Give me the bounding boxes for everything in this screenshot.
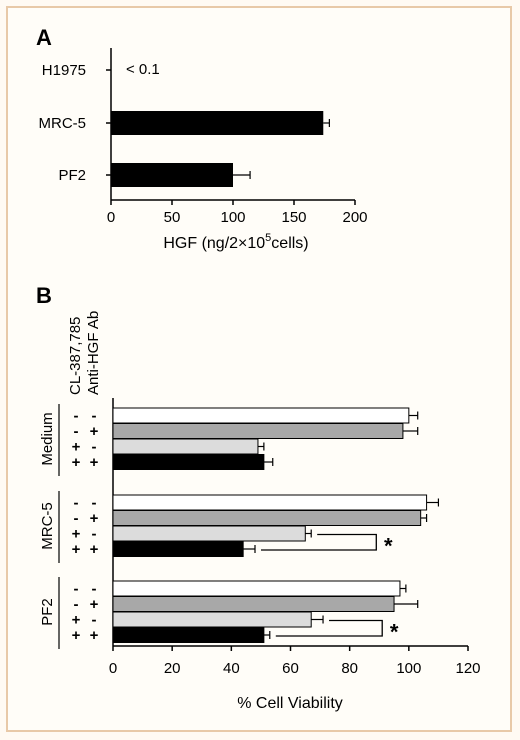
- factor-symbol-cl: +: [72, 627, 81, 644]
- x-tick-label: 0: [107, 209, 115, 226]
- bar: [112, 596, 395, 612]
- factor-symbol-ab: +: [90, 541, 99, 558]
- significance-star: *: [384, 533, 393, 558]
- factor-symbol-ab: -: [92, 526, 97, 543]
- factor-symbol-ab: -: [92, 408, 97, 425]
- panel-a-marks: 0 50 100 150 200 H1975 < 0.1 MRC-5 PF2: [39, 61, 368, 226]
- factor-symbol-cl: -: [74, 581, 79, 598]
- x-tick-label: 50: [164, 209, 181, 226]
- group-label: PF2: [39, 598, 56, 626]
- factor-symbol-cl: -: [74, 495, 79, 512]
- factor-symbol-ab: +: [90, 510, 99, 527]
- significance-star: *: [390, 619, 399, 644]
- bar: [112, 438, 259, 455]
- bar: [112, 541, 244, 557]
- x-tick-label: 100: [220, 209, 245, 226]
- group-label: Medium: [39, 412, 56, 465]
- bar: [112, 407, 410, 424]
- bar: [111, 111, 324, 135]
- factor-symbol-cl: -: [74, 423, 79, 440]
- factor-symbol-cl: +: [72, 439, 81, 456]
- x-tick-label: 120: [455, 660, 480, 677]
- category-label: PF2: [58, 167, 86, 184]
- factor-symbol-ab: +: [90, 596, 99, 613]
- panel-a-letter: A: [36, 25, 52, 50]
- bar: [111, 163, 233, 187]
- x-tick-label: 0: [109, 660, 117, 677]
- factor-symbol-cl: -: [74, 408, 79, 425]
- panel-a-x-label: HGF (ng/2×105cells): [163, 232, 308, 252]
- bar: [112, 611, 312, 628]
- factor-symbol-cl: +: [72, 612, 81, 629]
- factor-label-cl: CL-387,785: [67, 317, 84, 395]
- x-tick-label: 60: [282, 660, 299, 677]
- factor-symbol-cl: -: [74, 510, 79, 527]
- x-tick-label: 100: [396, 660, 421, 677]
- factor-symbol-ab: +: [90, 423, 99, 440]
- bar: [112, 510, 422, 526]
- factor-symbol-cl: +: [72, 526, 81, 543]
- bar: [112, 454, 265, 470]
- bar: [112, 494, 428, 511]
- factor-symbol-ab: +: [90, 454, 99, 471]
- significance-bracket: [261, 533, 377, 551]
- x-tick-label: 80: [341, 660, 358, 677]
- bar: [112, 580, 401, 597]
- panel-b-letter: B: [36, 283, 52, 308]
- bar: [112, 423, 404, 439]
- x-tick-label: 150: [281, 209, 306, 226]
- factor-symbol-ab: -: [92, 612, 97, 629]
- x-tick-label: 20: [164, 660, 181, 677]
- panel-b-x-label: % Cell Viability: [237, 695, 343, 712]
- value-annotation: < 0.1: [126, 61, 160, 78]
- bar: [112, 525, 306, 542]
- factor-symbol-cl: -: [74, 596, 79, 613]
- significance-bracket: [275, 619, 383, 637]
- x-tick-label: 200: [342, 209, 367, 226]
- group-label: MRC-5: [39, 502, 56, 550]
- factor-symbol-cl: +: [72, 454, 81, 471]
- category-label: H1975: [42, 62, 86, 79]
- bar: [112, 627, 265, 643]
- category-label: MRC-5: [39, 115, 87, 132]
- factor-symbol-ab: -: [92, 439, 97, 456]
- factor-symbol-ab: +: [90, 627, 99, 644]
- factor-symbol-ab: -: [92, 581, 97, 598]
- factor-label-ab: Anti-HGF Ab: [85, 311, 102, 395]
- x-tick-label: 40: [223, 660, 240, 677]
- factor-symbol-ab: -: [92, 495, 97, 512]
- factor-symbol-cl: +: [72, 541, 81, 558]
